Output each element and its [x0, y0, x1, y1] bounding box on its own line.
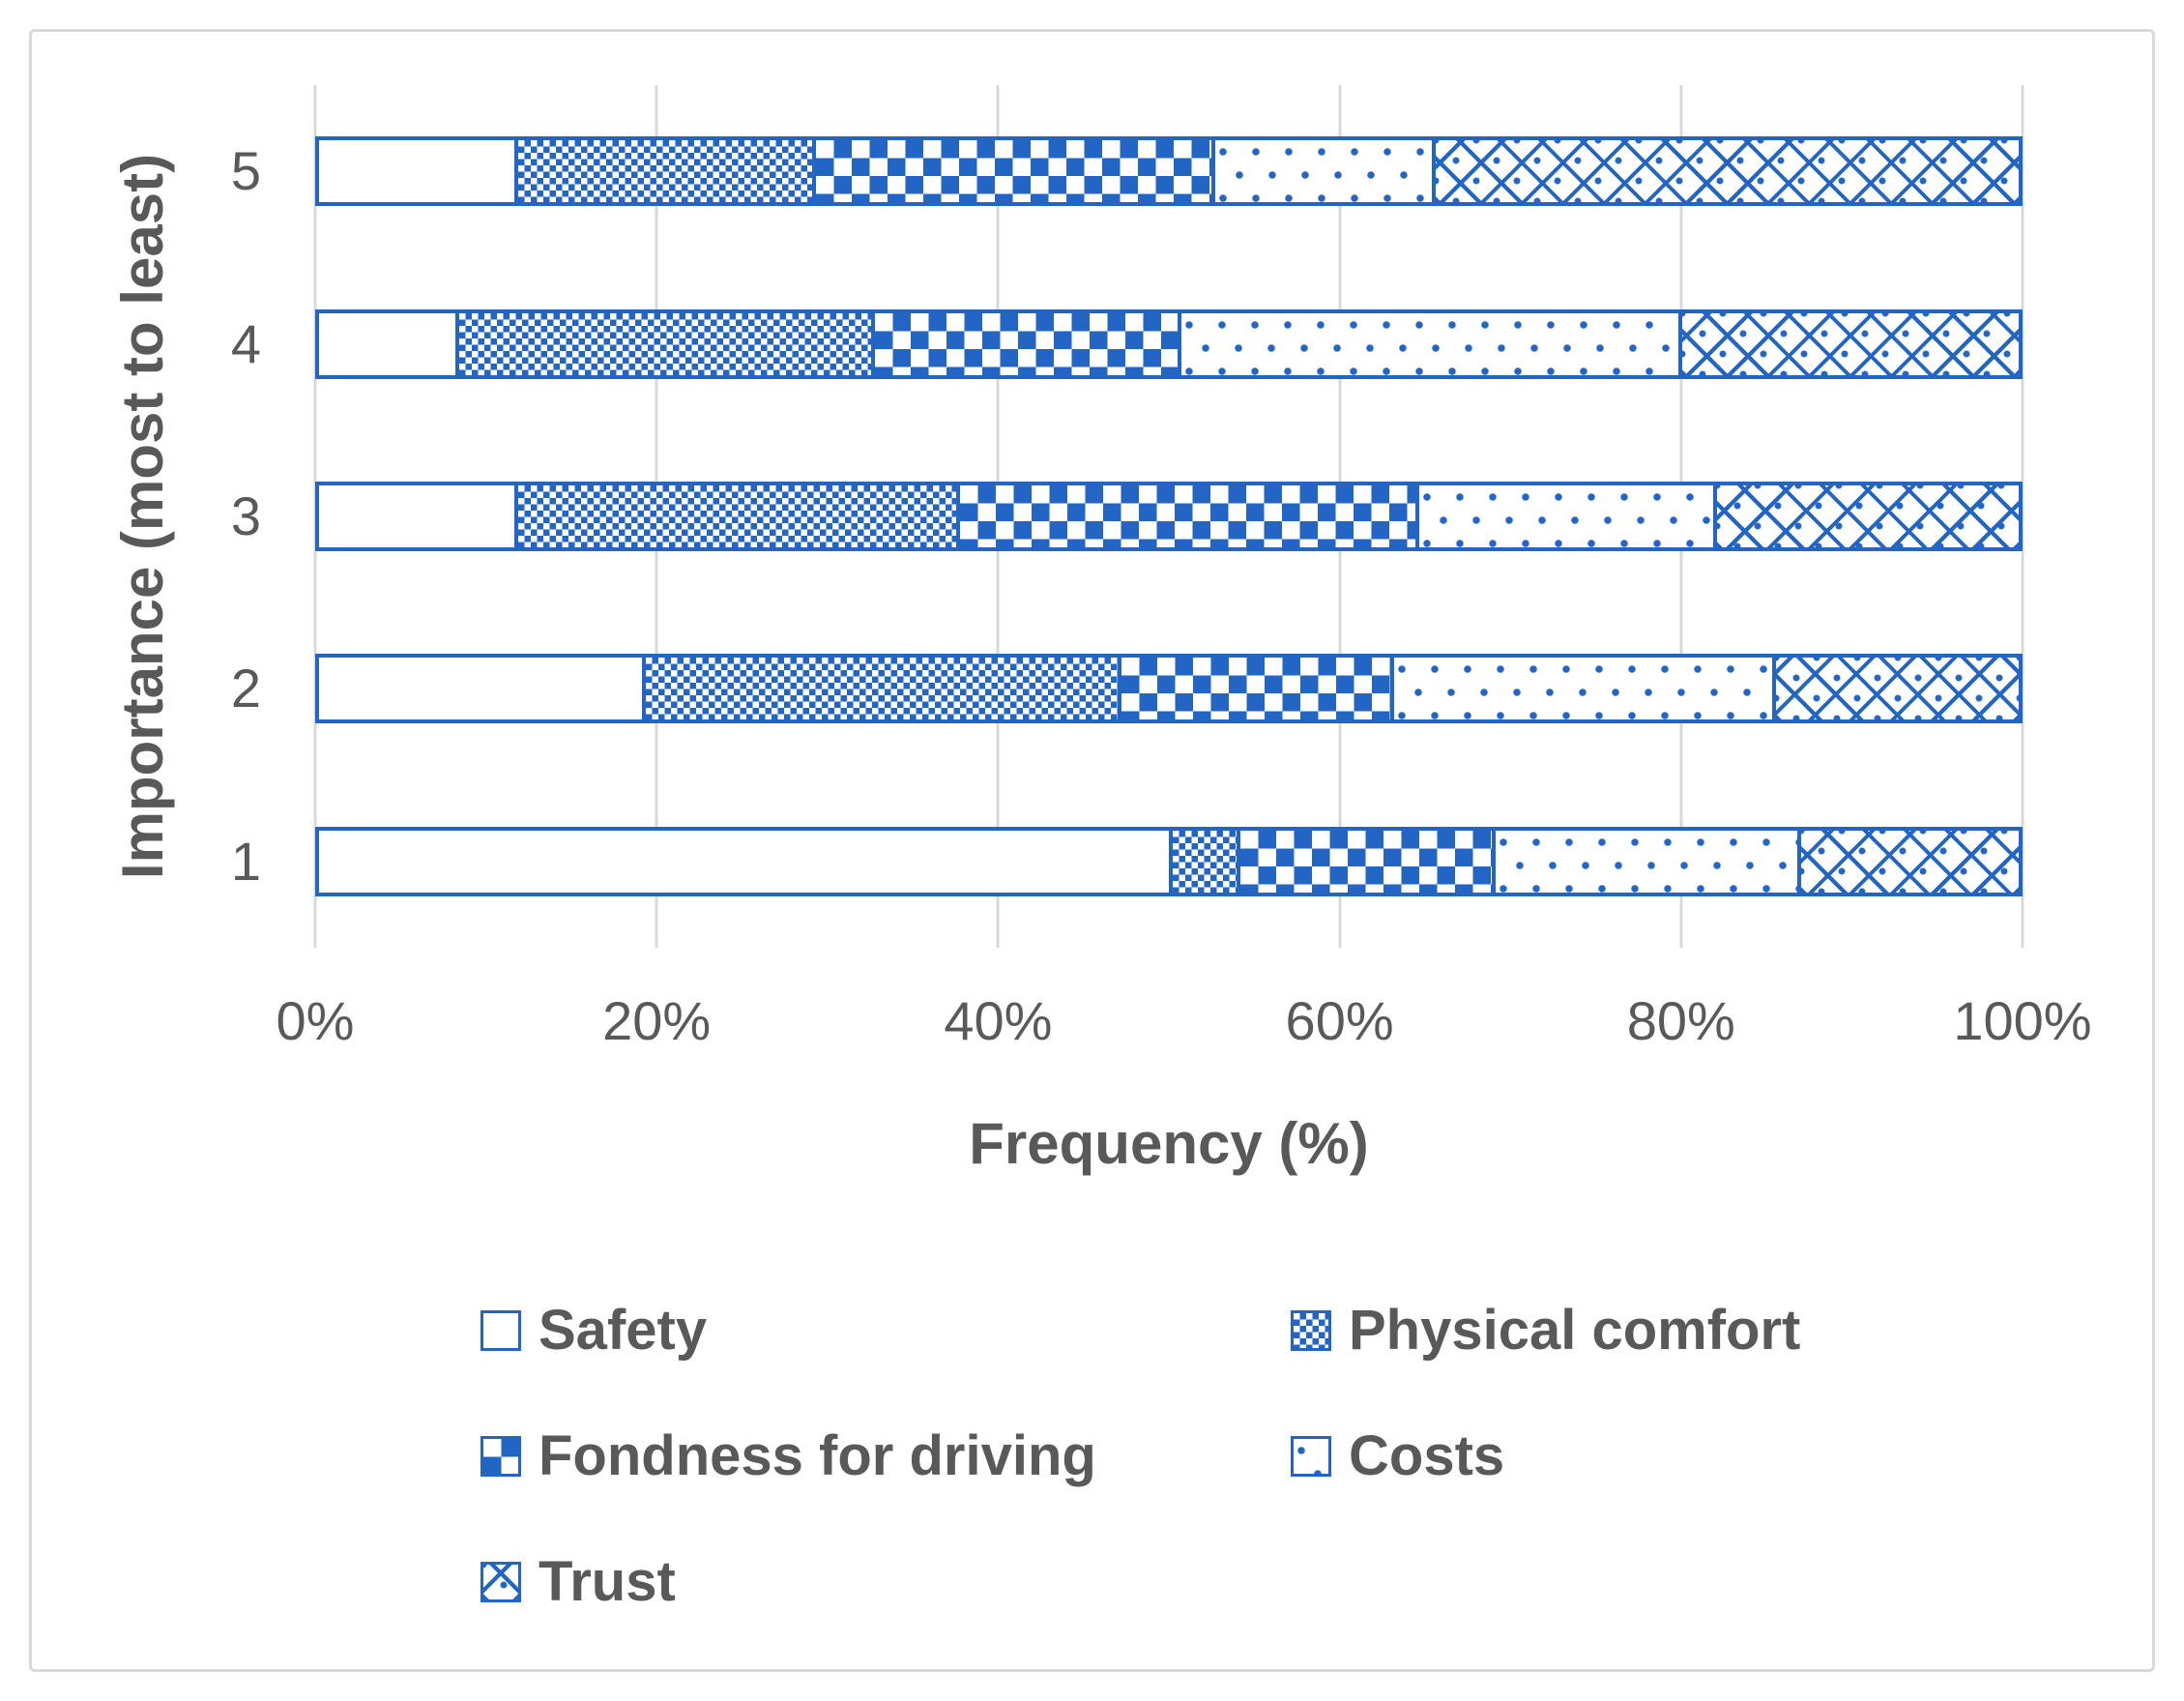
- bar-segment-fondness: [956, 485, 1415, 547]
- legend-marker-fondness: [480, 1436, 521, 1477]
- bar-segment-comfort: [1169, 830, 1238, 893]
- y-tick-label: 1: [230, 830, 261, 892]
- legend-marker-comfort: [1291, 1310, 1331, 1351]
- legend-label: Physical comfort: [1349, 1299, 1801, 1362]
- bar-segment-fondness: [1118, 658, 1390, 720]
- y-tick-label: 5: [230, 140, 261, 202]
- gridline: [2021, 85, 2024, 948]
- bar-row-2: [315, 654, 2023, 724]
- legend-item-comfort: Physical comfort: [1291, 1303, 1931, 1359]
- bar-segment-trust: [1712, 485, 2019, 547]
- bar-segment-safety: [319, 830, 1169, 893]
- y-tick-label: 2: [230, 658, 261, 719]
- bar-segment-trust: [1678, 312, 2019, 375]
- legend-label: Fondness for driving: [539, 1424, 1096, 1487]
- bar-segment-trust: [1432, 140, 2019, 203]
- bar-segment-fondness: [871, 312, 1178, 375]
- x-axis-title: Frequency (%): [969, 1111, 1369, 1176]
- legend-label: Costs: [1349, 1424, 1505, 1487]
- bar-segment-fondness: [811, 140, 1211, 203]
- x-tick-label: 20%: [602, 990, 712, 1051]
- bar-segment-comfort: [642, 658, 1119, 720]
- x-tick-label: 100%: [1953, 990, 2092, 1051]
- x-tick-label: 40%: [944, 990, 1053, 1051]
- x-tick-label: 80%: [1626, 990, 1735, 1051]
- legend: Safety Physical comfort Fondness for drivi…: [480, 1268, 1931, 1645]
- bar-segment-costs: [1210, 140, 1433, 203]
- bar-segment-comfort: [454, 312, 872, 375]
- legend-item-costs: Costs: [1291, 1428, 1931, 1484]
- legend-marker-costs: [1291, 1436, 1331, 1477]
- legend-label: Safety: [539, 1299, 708, 1362]
- bar-row-5: [315, 136, 2023, 207]
- chart-frame: [29, 29, 2155, 1672]
- bar-segment-fondness: [1237, 830, 1492, 893]
- bar-segment-safety: [319, 658, 643, 720]
- bar-segment-comfort: [514, 485, 957, 547]
- x-tick-label: 0%: [276, 990, 355, 1051]
- bar-segment-costs: [1389, 658, 1773, 720]
- bar-segment-costs: [1414, 485, 1713, 547]
- legend-marker-safety: [480, 1310, 521, 1351]
- legend-item-fondness: Fondness for driving: [480, 1428, 1291, 1484]
- bar-segment-trust: [1797, 830, 2019, 893]
- bar-segment-comfort: [514, 140, 812, 203]
- bar-row-3: [315, 482, 2023, 551]
- bar-segment-safety: [319, 485, 515, 547]
- plot-area: [313, 85, 2024, 948]
- bar-segment-safety: [319, 312, 455, 375]
- y-tick-label: 3: [230, 485, 261, 546]
- legend-item-safety: Safety: [480, 1303, 1291, 1359]
- legend-item-trust: Trust: [480, 1554, 1291, 1610]
- legend-marker-trust: [480, 1562, 521, 1602]
- bar-segment-trust: [1772, 658, 2019, 720]
- bar-segment-costs: [1492, 830, 1798, 893]
- y-tick-label: 4: [230, 312, 261, 374]
- x-tick-label: 60%: [1285, 990, 1394, 1051]
- bar-segment-costs: [1177, 312, 1679, 375]
- bar-row-1: [315, 826, 2023, 896]
- bar-segment-safety: [319, 140, 515, 203]
- bar-row-4: [315, 308, 2023, 379]
- legend-label: Trust: [539, 1550, 676, 1613]
